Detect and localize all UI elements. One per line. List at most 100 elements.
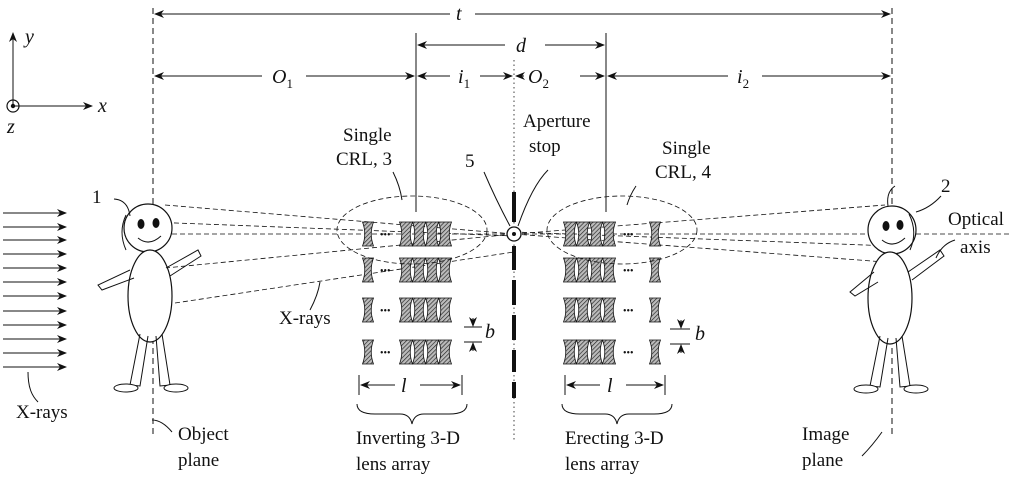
label-crl3-line1: Single xyxy=(343,125,392,146)
image-figure xyxy=(849,185,945,394)
length-markers: l l xyxy=(356,375,673,425)
xray-arrows-incoming xyxy=(3,209,67,403)
lens-element xyxy=(575,297,591,323)
lens-element xyxy=(424,339,440,365)
label-num-1: 1 xyxy=(92,187,102,208)
lens-element xyxy=(361,339,375,365)
axis-z-label: z xyxy=(6,116,15,138)
lens-element xyxy=(648,221,662,247)
lens-element xyxy=(588,221,604,247)
label-inverting-line2: lens array xyxy=(356,454,431,475)
label-image-line2: plane xyxy=(802,450,843,471)
lens-element xyxy=(398,257,414,283)
lens-ellipsis: ••• xyxy=(380,230,391,241)
lens-element xyxy=(588,339,604,365)
label-aperture-line2: stop xyxy=(529,136,561,157)
label-aperture-line1: Aperture xyxy=(523,111,591,132)
brace-inverting xyxy=(356,403,468,425)
lens-element xyxy=(437,221,453,247)
pitch-b-right: b xyxy=(695,323,705,345)
lens-ellipsis: ••• xyxy=(380,306,391,317)
lens-element xyxy=(437,257,453,283)
lens-element xyxy=(424,257,440,283)
label-inverting-line1: Inverting 3-D xyxy=(356,428,460,449)
lens-element xyxy=(562,257,578,283)
dim-t-label: t xyxy=(456,3,462,25)
label-crl4-line1: Single xyxy=(662,138,711,159)
lens-ellipsis: ••• xyxy=(623,230,634,241)
label-image-line1: Image xyxy=(802,424,849,445)
brace-erecting xyxy=(561,403,673,425)
lens-element xyxy=(437,297,453,323)
lens-element xyxy=(648,339,662,365)
label-xrays-mid: X-rays xyxy=(279,308,331,329)
label-erecting-line2: lens array xyxy=(565,454,640,475)
lens-element xyxy=(411,339,427,365)
dim-O1-label: O1 xyxy=(272,66,293,91)
lens-arrays: ••• ••• ••• ••• ••• ••• ••• ••• xyxy=(361,221,662,365)
pitch-markers: b b xyxy=(464,317,705,354)
lens-element xyxy=(411,257,427,283)
label-object-line2: plane xyxy=(178,450,219,471)
axis-y-label: y xyxy=(23,26,34,48)
lens-element xyxy=(648,297,662,323)
dim-O2-label: O2 xyxy=(528,66,549,91)
lens-element xyxy=(575,257,591,283)
lens-element xyxy=(398,339,414,365)
axis-x-label: x xyxy=(97,95,107,117)
dim-i2-label: i2 xyxy=(737,66,749,91)
object-figure xyxy=(97,203,202,393)
pitch-b-left: b xyxy=(485,321,495,343)
label-num-5: 5 xyxy=(465,151,475,172)
lens-element xyxy=(562,221,578,247)
lens-element xyxy=(601,221,617,247)
lens-element xyxy=(575,339,591,365)
lens-element xyxy=(424,221,440,247)
lens-element xyxy=(601,297,617,323)
length-l-left: l xyxy=(401,375,407,397)
lens-element xyxy=(601,339,617,365)
dim-i1-label: i1 xyxy=(458,66,470,91)
lens-ellipsis: ••• xyxy=(623,348,634,359)
label-crl4-line2: CRL, 4 xyxy=(655,162,711,183)
label-xrays-left: X-rays xyxy=(16,402,68,423)
lens-element xyxy=(562,297,578,323)
dim-d-label: d xyxy=(516,35,527,57)
label-object-line1: Object xyxy=(178,424,229,445)
lens-element xyxy=(575,221,591,247)
label-crl3-line2: CRL, 3 xyxy=(336,149,392,170)
text-labels: 1 2 5 Single CRL, 3 Aperture stop Single… xyxy=(16,111,1004,475)
lens-ellipsis: ••• xyxy=(623,266,634,277)
ray-lines xyxy=(140,204,1010,304)
lens-element xyxy=(424,297,440,323)
crl4-highlight xyxy=(546,195,698,265)
reference-lines xyxy=(152,8,893,440)
lens-ellipsis: ••• xyxy=(380,348,391,359)
lens-element xyxy=(411,297,427,323)
leader-lines xyxy=(113,169,956,457)
lens-element xyxy=(411,221,427,247)
lens-element xyxy=(562,339,578,365)
aperture-stop xyxy=(506,192,522,398)
lens-element xyxy=(437,339,453,365)
lens-ellipsis: ••• xyxy=(380,266,391,277)
dimension-arrows: t d O1 i1 O2 i2 xyxy=(154,3,891,91)
lens-ellipsis: ••• xyxy=(623,306,634,317)
lens-element xyxy=(361,297,375,323)
lens-element xyxy=(588,297,604,323)
lens-element xyxy=(648,257,662,283)
crl3-highlight xyxy=(336,195,488,265)
label-optical-line1: Optical xyxy=(948,209,1004,230)
lens-element xyxy=(398,297,414,323)
lens-element xyxy=(601,257,617,283)
label-erecting-line1: Erecting 3-D xyxy=(565,428,664,449)
length-l-right: l xyxy=(607,375,613,397)
lens-element xyxy=(398,221,414,247)
coordinate-axes: y x z xyxy=(6,26,107,138)
lens-element xyxy=(361,221,375,247)
label-optical-line2: axis xyxy=(960,237,991,258)
label-num-2: 2 xyxy=(941,176,951,197)
lens-element xyxy=(361,257,375,283)
